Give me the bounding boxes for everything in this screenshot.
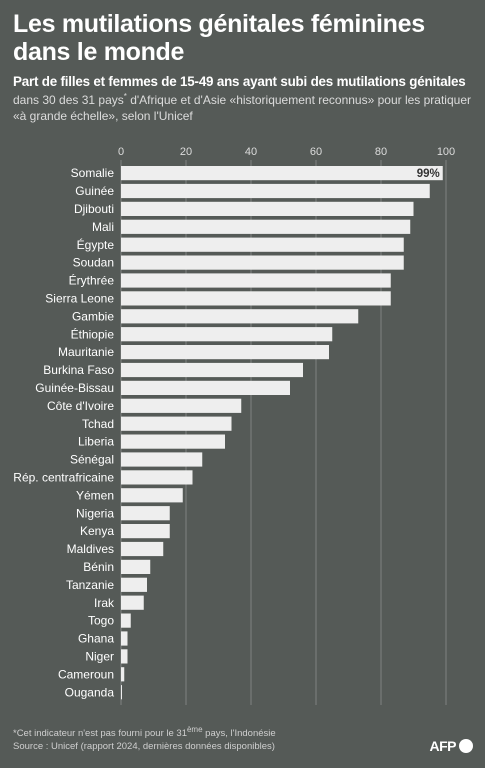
- bar: [121, 345, 329, 360]
- bar: [121, 201, 414, 216]
- category-label: Ghana: [78, 632, 114, 646]
- category-label: Côte d'Ivoire: [47, 399, 114, 413]
- afp-logo-circle-icon: [459, 739, 473, 753]
- x-tick-label: 40: [245, 146, 257, 158]
- bar: [121, 559, 151, 574]
- afp-logo: AFP: [429, 738, 473, 754]
- category-label: Sénégal: [70, 453, 114, 467]
- bar: [121, 452, 203, 467]
- x-tick-label: 0: [118, 146, 124, 158]
- bar: [121, 613, 131, 628]
- description-text-start: dans 30 des 31 pays: [13, 93, 124, 107]
- bar: [121, 649, 128, 664]
- category-label: Ouganda: [65, 685, 115, 699]
- category-label: Nigeria: [76, 506, 114, 520]
- category-label: Égypte: [77, 237, 115, 252]
- category-label: Kenya: [80, 524, 114, 538]
- footnote-start: *Cet indicateur n'est pas fourni pour le…: [13, 728, 187, 739]
- category-label: Mali: [92, 220, 114, 234]
- bar: [121, 506, 170, 521]
- x-tick-label: 100: [437, 146, 455, 158]
- category-label: Bénin: [83, 560, 114, 574]
- footnote-text: *Cet indicateur n'est pas fourni pour le…: [13, 724, 413, 740]
- bar: [121, 434, 225, 449]
- bar: [121, 166, 443, 181]
- bar: [121, 470, 193, 485]
- description-asterisk: *: [123, 92, 127, 101]
- chart-subtitle: Part de filles et femmes de 15-49 ans ay…: [13, 74, 466, 89]
- footnote-block: *Cet indicateur n'est pas fourni pour le…: [13, 724, 413, 753]
- bar: [121, 416, 232, 431]
- category-label: Somalie: [71, 166, 115, 180]
- category-label: Togo: [88, 614, 114, 628]
- bar: [121, 291, 391, 306]
- category-label: Tanzanie: [66, 578, 114, 592]
- chart-description: dans 30 des 31 pays* d'Afrique et d'Asie…: [13, 92, 473, 124]
- category-label: Irak: [94, 596, 115, 610]
- category-label: Sierra Leone: [45, 292, 114, 306]
- bar: [121, 667, 125, 682]
- x-tick-label: 80: [375, 146, 387, 158]
- bar: [121, 183, 430, 199]
- category-label: Tchad: [82, 417, 114, 431]
- bar: [121, 685, 122, 700]
- footnote-end: pays, l'Indonésie: [202, 728, 276, 739]
- source-text: Source : Unicef (rapport 2024, dernières…: [13, 741, 275, 752]
- data-label: 99%: [417, 168, 440, 180]
- category-label: Maldives: [67, 542, 114, 556]
- category-label: Érythrée: [69, 273, 115, 288]
- bar: [121, 380, 290, 395]
- page-title: Les mutilations génitales féminines dans…: [13, 10, 425, 66]
- bar: [121, 595, 144, 610]
- category-label: Soudan: [73, 256, 114, 270]
- x-tick-label: 20: [180, 146, 192, 158]
- footnote-superscript: ème: [186, 724, 203, 734]
- bar: [121, 541, 164, 557]
- category-label: Guinée: [75, 184, 114, 198]
- afp-logo-text: AFP: [429, 738, 457, 754]
- bar: [121, 309, 359, 324]
- bar: [121, 255, 404, 270]
- bar: [121, 488, 183, 503]
- category-label: Djibouti: [74, 202, 114, 216]
- category-label: Mauritanie: [58, 345, 114, 359]
- category-label: Liberia: [78, 435, 114, 449]
- bar: [121, 237, 404, 252]
- bar: [121, 327, 333, 342]
- bar: [121, 219, 411, 234]
- category-label: Éthiopie: [71, 326, 115, 341]
- bar: [121, 577, 147, 592]
- bar: [121, 398, 242, 413]
- category-label: Yémen: [76, 488, 114, 502]
- x-tick-label: 60: [310, 146, 322, 158]
- category-label: Gambie: [72, 309, 114, 323]
- bar: [121, 273, 391, 288]
- category-label: Niger: [85, 650, 114, 664]
- description-text-end: d'Afrique et d'Asie «historiquement reco…: [13, 93, 471, 123]
- category-label: Burkina Faso: [43, 363, 114, 377]
- category-label: Cameroun: [58, 667, 114, 681]
- bar: [121, 524, 170, 539]
- bar: [121, 362, 303, 378]
- category-label: Rép. centrafricaine: [13, 471, 114, 485]
- bar: [121, 631, 128, 646]
- category-label: Guinée-Bissau: [35, 381, 114, 395]
